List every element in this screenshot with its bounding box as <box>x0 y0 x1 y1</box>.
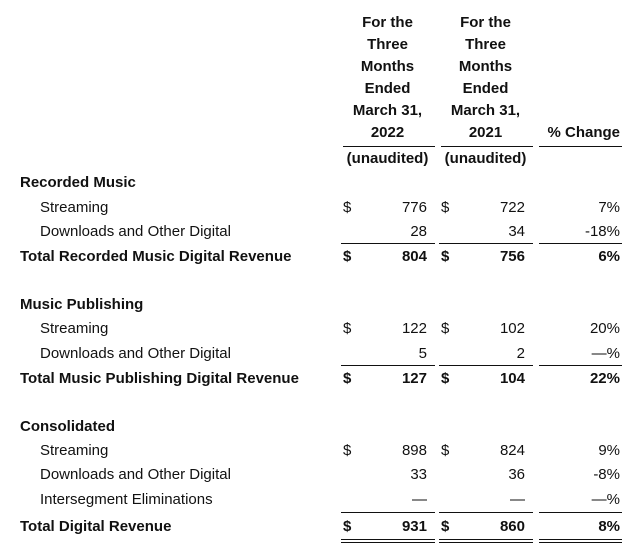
column-header-2021-line: 2021 <box>468 124 503 141</box>
dollar-sign: $ <box>343 442 352 459</box>
subtotal-rule <box>539 512 622 513</box>
dollar-sign: $ <box>441 442 450 459</box>
total-value-2022: 931 <box>401 518 427 535</box>
value-2021: 102 <box>499 320 525 337</box>
total-value-2021: 104 <box>499 370 525 387</box>
dollar-sign: $ <box>343 370 352 387</box>
pct-change: —% <box>591 345 620 362</box>
header-rule <box>343 146 435 147</box>
value-2021: 824 <box>499 442 525 459</box>
column-header-2021-line: Ended <box>462 80 509 97</box>
total-value-2021: 756 <box>499 248 525 265</box>
subtotal-rule <box>439 512 533 513</box>
total-pct-change: 6% <box>598 248 620 265</box>
section-title-recorded-music: Recorded Music <box>20 174 136 191</box>
subtotal-rule <box>439 365 533 366</box>
column-header-2021-line: March 31, <box>450 102 521 119</box>
total-row-label: Total Digital Revenue <box>20 518 172 535</box>
value-2021: 36 <box>508 466 525 483</box>
value-2022: 898 <box>401 442 427 459</box>
column-header-pct-change: % Change <box>547 124 620 141</box>
double-underline <box>439 542 533 543</box>
row-label: Downloads and Other Digital <box>40 223 231 240</box>
value-2022: — <box>412 491 427 508</box>
total-value-2021: 860 <box>499 518 525 535</box>
header-rule <box>441 146 533 147</box>
total-row-label: Total Recorded Music Digital Revenue <box>20 248 292 265</box>
double-underline <box>439 539 533 540</box>
column-header-2022-line: 2022 <box>370 124 405 141</box>
row-label: Downloads and Other Digital <box>40 345 231 362</box>
column-header-2021-line: Months <box>458 58 513 75</box>
column-header-2022-line: March 31, <box>352 102 423 119</box>
dollar-sign: $ <box>441 370 450 387</box>
row-label: Intersegment Eliminations <box>40 491 213 508</box>
value-2022: 33 <box>410 466 427 483</box>
section-title-music-publishing: Music Publishing <box>20 296 144 313</box>
header-rule <box>539 146 622 147</box>
value-2022: 122 <box>401 320 427 337</box>
dollar-sign: $ <box>343 199 352 216</box>
pct-change: 9% <box>598 442 620 459</box>
subtotal-rule <box>341 365 435 366</box>
double-underline <box>341 539 435 540</box>
unaudited-label-2021: (unaudited) <box>444 150 527 167</box>
total-pct-change: 22% <box>589 370 620 387</box>
value-2022: 28 <box>410 223 427 240</box>
dollar-sign: $ <box>343 248 352 265</box>
column-header-2021: For the Three Months Ended March 31, 202… <box>438 12 533 144</box>
subtotal-rule <box>439 243 533 244</box>
subtotal-rule <box>341 512 435 513</box>
value-2021: — <box>510 491 525 508</box>
total-value-2022: 804 <box>401 248 427 265</box>
value-2021: 2 <box>516 345 525 362</box>
column-header-2022-line: Months <box>360 58 415 75</box>
dollar-sign: $ <box>343 518 352 535</box>
double-underline <box>539 539 622 540</box>
pct-change: -8% <box>593 466 620 483</box>
total-value-2022: 127 <box>401 370 427 387</box>
column-header-2022-line: Three <box>367 36 408 53</box>
double-underline <box>341 542 435 543</box>
pct-change: 20% <box>589 320 620 337</box>
column-header-2021-line: For the <box>460 14 511 31</box>
value-2021: 34 <box>508 223 525 240</box>
double-underline <box>539 542 622 543</box>
value-2022: 5 <box>418 345 427 362</box>
pct-change: —% <box>591 491 620 508</box>
pct-change: -18% <box>584 223 620 240</box>
column-header-2022-line: For the <box>362 14 413 31</box>
section-title-consolidated: Consolidated <box>20 418 116 435</box>
subtotal-rule <box>341 243 435 244</box>
unaudited-label-2022: (unaudited) <box>346 150 429 167</box>
column-header-2022-line: Ended <box>364 80 411 97</box>
total-row-label: Total Music Publishing Digital Revenue <box>20 370 299 387</box>
row-label: Streaming <box>40 320 109 337</box>
dollar-sign: $ <box>441 248 450 265</box>
row-label: Streaming <box>40 199 109 216</box>
subtotal-rule <box>539 243 622 244</box>
dollar-sign: $ <box>343 320 352 337</box>
value-2022: 776 <box>401 199 427 216</box>
column-header-2022: For the Three Months Ended March 31, 202… <box>340 12 435 144</box>
pct-change: 7% <box>598 199 620 216</box>
dollar-sign: $ <box>441 199 450 216</box>
dollar-sign: $ <box>441 320 450 337</box>
row-label: Streaming <box>40 442 109 459</box>
column-header-2021-line: Three <box>465 36 506 53</box>
total-pct-change: 8% <box>598 518 620 535</box>
value-2021: 722 <box>499 199 525 216</box>
row-label: Downloads and Other Digital <box>40 466 231 483</box>
dollar-sign: $ <box>441 518 450 535</box>
subtotal-rule <box>539 365 622 366</box>
